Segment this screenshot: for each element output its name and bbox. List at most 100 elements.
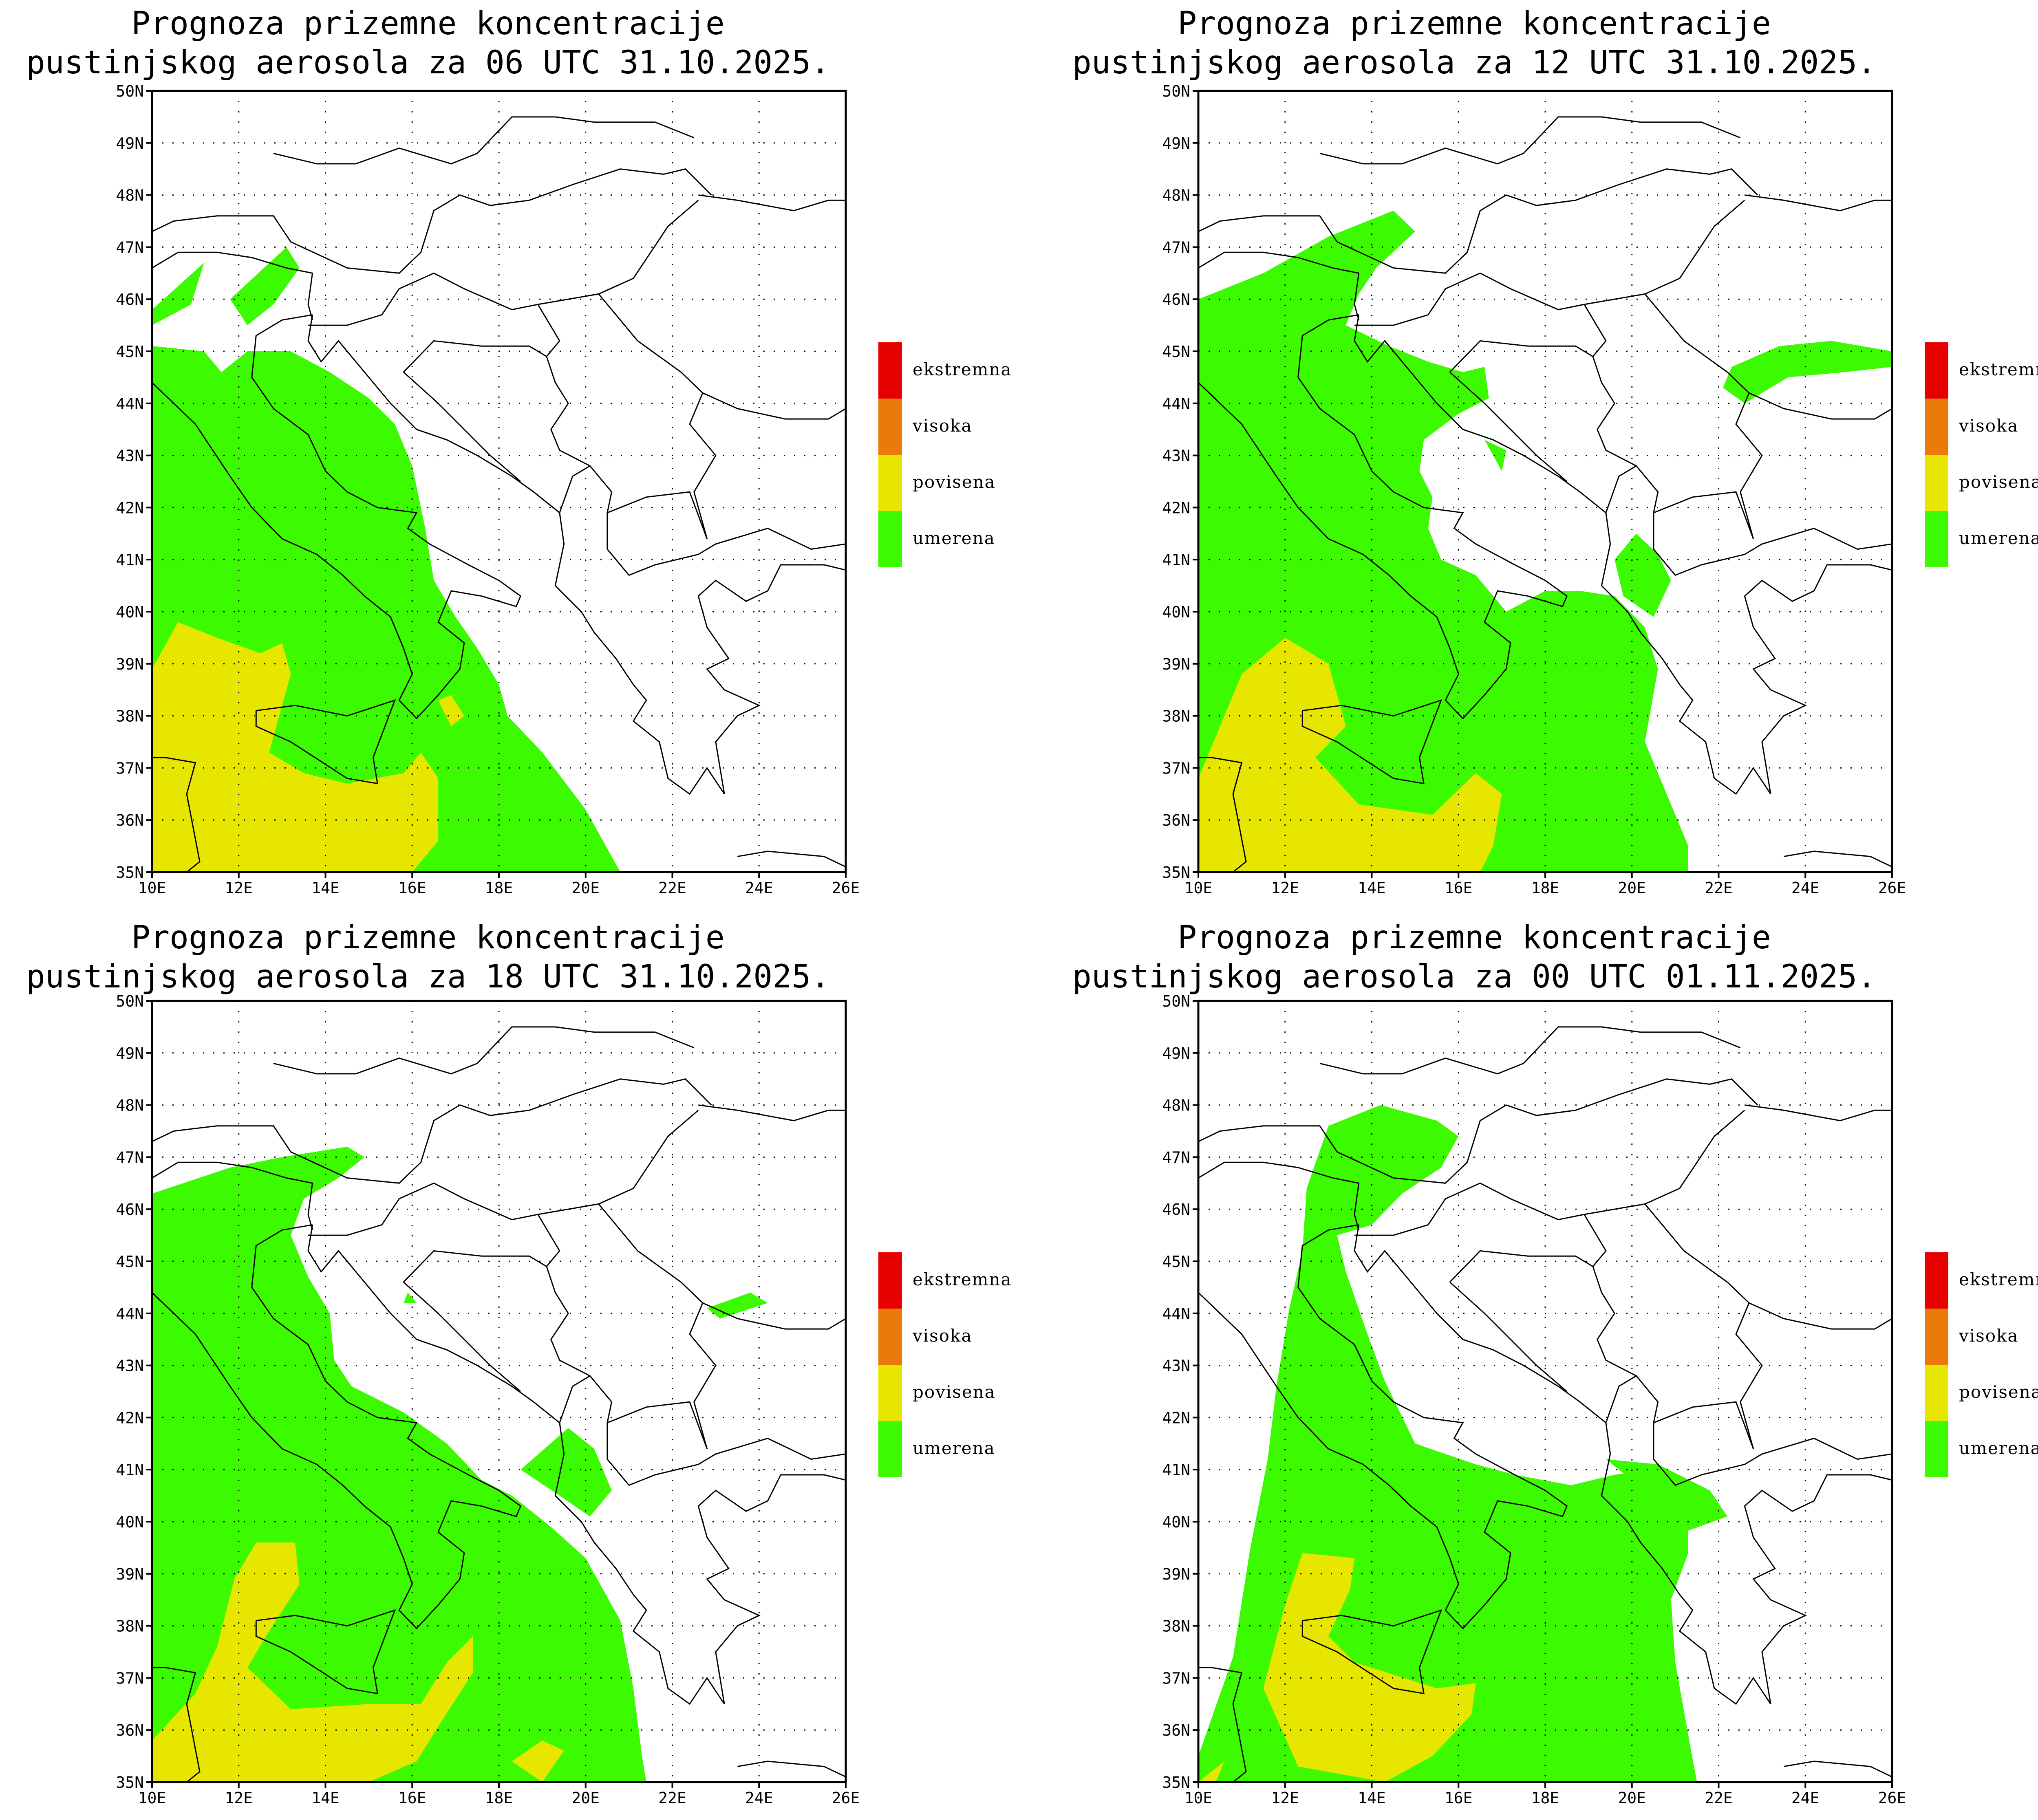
lat-tick-label: 38N — [116, 1617, 144, 1635]
title-line-2: pustinjskog aerosola za 18 UTC 31.10.202… — [26, 958, 830, 995]
country-border — [1605, 465, 1637, 513]
lon-tick-label: 26E — [832, 879, 860, 897]
lat-tick-label: 42N — [116, 499, 144, 517]
lat-tick-label: 41N — [1162, 1461, 1190, 1479]
title-line-2: pustinjskog aerosola za 12 UTC 31.10.202… — [1072, 44, 1877, 81]
lat-tick-label: 48N — [116, 1097, 144, 1115]
island-coastline — [1301, 699, 1442, 784]
legend-swatch-povisena — [1925, 455, 1948, 511]
legend-label-umerena: umerena — [1959, 528, 2038, 548]
coastline — [737, 1761, 846, 1778]
lat-tick-label: 39N — [1162, 1565, 1190, 1583]
lon-tick-label: 24E — [745, 1789, 773, 1807]
lon-tick-label: 12E — [225, 1789, 253, 1807]
island-coastline — [1301, 1609, 1442, 1694]
lat-tick-label: 38N — [1162, 1617, 1190, 1635]
povisena-region — [438, 695, 464, 727]
island-coastline — [91, 1366, 135, 1449]
lon-tick-label: 20E — [1618, 879, 1646, 897]
lat-tick-label: 48N — [1162, 187, 1190, 205]
lon-tick-label: 26E — [1878, 879, 1906, 897]
country-border — [702, 392, 846, 420]
lat-tick-label: 47N — [1162, 238, 1190, 256]
country-border — [698, 1104, 846, 1122]
country-border — [607, 491, 708, 539]
povisena-region — [1263, 1553, 1476, 1782]
lon-tick-label: 18E — [485, 879, 513, 897]
lat-tick-label: 35N — [1162, 1774, 1190, 1791]
lat-tick-label: 46N — [116, 1201, 144, 1218]
country-border — [308, 272, 538, 326]
country-border — [559, 1375, 591, 1423]
coastline — [1783, 851, 1892, 868]
country-border — [1745, 1104, 1892, 1122]
panel-title: Prognoza prizemne koncentracije pustinjs… — [1067, 918, 1882, 996]
country-border — [1198, 168, 1758, 274]
umerena-region — [1615, 533, 1671, 617]
lat-tick-label: 45N — [1162, 1253, 1190, 1271]
lon-tick-label: 16E — [1445, 879, 1473, 897]
lat-tick-label: 40N — [1162, 603, 1190, 621]
coastline — [1198, 1667, 1247, 1782]
country-border — [598, 293, 717, 539]
dust-concentration-map: 35N 36N 37N 38N 39N 40N 41N 42N 43N 44N 45N 46N 47N 4… — [1162, 82, 1906, 897]
lat-tick-label: 37N — [1162, 759, 1190, 777]
island-coastline — [255, 699, 396, 784]
legend-label-visoka: visoka — [913, 416, 973, 436]
lon-tick-label: 24E — [1791, 1789, 1820, 1807]
forecast-panel-00utc: Prognoza prizemne koncentracije pustinjs… — [1046, 910, 2038, 1820]
lon-tick-label: 24E — [1791, 879, 1820, 897]
lon-tick-label: 24E — [745, 879, 773, 897]
country-border — [1745, 194, 1892, 212]
forecast-panel-06utc: Prognoza prizemne koncentracije pustinjs… — [0, 0, 1046, 910]
lon-tick-label: 26E — [832, 1789, 860, 1807]
legend-label-umerena: umerena — [1959, 1438, 2038, 1458]
lon-tick-label: 20E — [1618, 1789, 1646, 1807]
lat-tick-label: 37N — [116, 1669, 144, 1687]
country-border — [1749, 1302, 1892, 1330]
country-border — [1354, 1182, 1584, 1236]
country-border — [1198, 251, 1360, 320]
lon-tick-label: 16E — [1445, 1789, 1473, 1807]
country-border — [537, 1214, 846, 1486]
island-coastline — [1138, 1366, 1181, 1449]
coastline — [152, 1667, 201, 1782]
country-border — [403, 371, 521, 482]
legend-label-povisena: povisena — [1959, 472, 2038, 492]
country-border — [1449, 1250, 1593, 1283]
coastline — [1354, 315, 1892, 795]
lon-tick-label: 14E — [1358, 1789, 1386, 1807]
country-border — [152, 251, 313, 320]
lon-tick-label: 22E — [1705, 1789, 1733, 1807]
country-border — [1644, 1203, 1763, 1449]
umerena-region — [1484, 440, 1506, 471]
country-border — [1584, 1214, 1892, 1486]
title-line-2: pustinjskog aerosola za 00 UTC 01.11.202… — [1072, 958, 1877, 995]
lat-tick-label: 37N — [116, 759, 144, 777]
lat-tick-label: 40N — [116, 603, 144, 621]
coastline — [152, 757, 201, 872]
legend-swatch-ekstremna — [878, 342, 902, 399]
country-border — [607, 1401, 708, 1449]
legend-swatch-povisena — [878, 1365, 902, 1421]
dust-concentration-map: 35N 36N 37N 38N 39N 40N 41N 42N 43N 44N 45N 46N 47N 4… — [91, 992, 860, 1807]
country-border — [1584, 200, 1745, 305]
lat-tick-label: 49N — [1162, 134, 1190, 152]
lat-tick-label: 50N — [116, 82, 144, 100]
povisena-region — [1198, 637, 1502, 872]
title-line-1: Prognoza prizemne koncentracije — [131, 919, 725, 956]
country-border — [1653, 491, 1754, 539]
legend-label-umerena: umerena — [913, 1438, 995, 1458]
lat-tick-label: 44N — [116, 1305, 144, 1323]
country-border — [403, 1281, 521, 1392]
legend-label-povisena: povisena — [1959, 1382, 2038, 1402]
coastline — [1783, 1761, 1892, 1778]
country-border — [559, 465, 591, 513]
legend-swatch-povisena — [878, 455, 902, 511]
country-border — [1198, 1161, 1360, 1230]
country-border — [1198, 1078, 1758, 1184]
lat-tick-label: 50N — [116, 992, 144, 1010]
lon-tick-label: 18E — [485, 1789, 513, 1807]
umerena-region — [152, 262, 204, 326]
lat-tick-label: 49N — [116, 134, 144, 152]
